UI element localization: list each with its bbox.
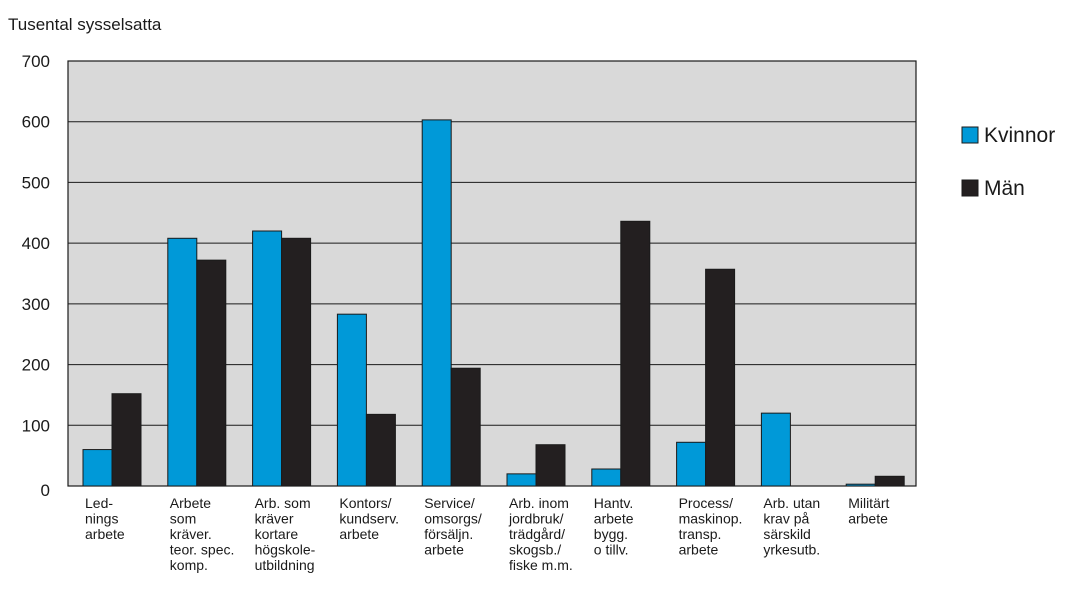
category-label-line: o tillv. bbox=[594, 542, 629, 558]
y-tick-label: 200 bbox=[22, 356, 50, 375]
y-tick-label: 100 bbox=[22, 416, 50, 435]
category-label-line: försäljn. bbox=[424, 526, 473, 542]
bar-man-3 bbox=[281, 237, 312, 487]
category-label-line: fiske m.m. bbox=[509, 557, 573, 573]
y-tick-label: 0 bbox=[41, 481, 50, 500]
category-label-line: Hantv. bbox=[594, 495, 633, 511]
bar-man-10 bbox=[874, 475, 905, 487]
bars bbox=[82, 119, 905, 487]
bar-kvinnor-5 bbox=[421, 119, 452, 487]
category-label-line: komp. bbox=[170, 557, 208, 573]
category-label-line: Led- bbox=[85, 495, 113, 511]
category-label-line: Service/ bbox=[424, 495, 475, 511]
bar-man-1 bbox=[111, 393, 142, 487]
y-tick-label: 700 bbox=[22, 52, 50, 71]
category-label-line: trädgård/ bbox=[509, 526, 565, 542]
category-label-line: Arb. inom bbox=[509, 495, 569, 511]
category-label: Militärt arbete bbox=[848, 495, 889, 527]
category-label: Led-nings arbete bbox=[85, 495, 125, 542]
category-label-line: yrkesutb. bbox=[763, 542, 820, 558]
legend-label: Kvinnor bbox=[984, 124, 1055, 147]
category-label-line: Arbete bbox=[170, 495, 211, 511]
category-label: Arb. som kräver kortare högskole-utbildning bbox=[255, 495, 316, 573]
bar-man-8 bbox=[705, 268, 736, 487]
category-label: Arbete som kräver. teor. spec. komp. bbox=[170, 495, 235, 573]
y-axis-ticks: 0 100 200 300 400 500 600 700 bbox=[22, 52, 50, 500]
category-label-line: kundserv. bbox=[339, 511, 399, 527]
y-axis-label: Tusental sysselsatta bbox=[8, 15, 162, 34]
bar-kvinnor-4 bbox=[336, 313, 367, 487]
category-label: Hantv. arbete bygg. o tillv. bbox=[594, 495, 634, 558]
bar-kvinnor-3 bbox=[252, 230, 283, 487]
category-label-line: kräver. bbox=[170, 526, 212, 542]
category-label-line: omsorgs/ bbox=[424, 511, 482, 527]
y-tick-label: 600 bbox=[22, 113, 50, 132]
legend-swatch bbox=[961, 126, 979, 144]
category-label: Process/maskinop. transp. arbete bbox=[679, 495, 743, 558]
legend-label: Män bbox=[984, 177, 1025, 200]
category-label-line: transp. bbox=[679, 526, 722, 542]
category-label-line: särskild bbox=[763, 526, 810, 542]
bar-kvinnor-10 bbox=[845, 483, 876, 487]
bar-kvinnor-1 bbox=[82, 449, 113, 487]
category-label-line: maskinop. bbox=[679, 511, 743, 527]
category-label-line: kräver bbox=[255, 511, 294, 527]
bar-man-6 bbox=[535, 444, 566, 487]
category-label-line: högskole- bbox=[255, 542, 316, 558]
bar-kvinnor-8 bbox=[676, 441, 707, 487]
category-label-line: bygg. bbox=[594, 526, 628, 542]
category-label: Service/omsorgs/försäljn. arbete bbox=[424, 495, 482, 558]
category-label-line: kortare bbox=[255, 526, 299, 542]
category-label-line: arbete bbox=[679, 542, 719, 558]
category-label-line: Process/ bbox=[679, 495, 734, 511]
category-label: Arb. utan krav på särskild yrkesutb. bbox=[763, 495, 820, 558]
category-label-line: jordbruk/ bbox=[508, 511, 564, 527]
category-label-line: arbete bbox=[339, 526, 379, 542]
category-label-line: Arb. som bbox=[255, 495, 311, 511]
bar-kvinnor-7 bbox=[591, 468, 622, 487]
bar-man-2 bbox=[196, 259, 227, 487]
bar-man-4 bbox=[365, 413, 396, 487]
category-label-line: nings bbox=[85, 511, 118, 527]
category-label: Kontors/kundserv. arbete bbox=[339, 495, 399, 542]
y-tick-label: 400 bbox=[22, 234, 50, 253]
bar-kvinnor-9 bbox=[760, 412, 791, 487]
category-label: Arb. inom jordbruk/trädgård/skogsb./fiske… bbox=[508, 495, 573, 573]
category-label-line: krav på bbox=[763, 511, 809, 527]
category-label-line: Kontors/ bbox=[339, 495, 391, 511]
legend-swatch bbox=[961, 179, 979, 197]
bar-man-7 bbox=[620, 220, 651, 487]
category-label-line: utbildning bbox=[255, 557, 315, 573]
category-label-line: teor. spec. bbox=[170, 542, 235, 558]
category-label-line: arbete bbox=[594, 511, 634, 527]
category-label-line: Arb. utan bbox=[763, 495, 820, 511]
category-label-line: arbete bbox=[424, 542, 464, 558]
category-label-line: arbete bbox=[848, 511, 888, 527]
y-tick-label: 500 bbox=[22, 173, 50, 192]
category-label-line: som bbox=[170, 511, 196, 527]
legend: Kvinnor Män bbox=[961, 124, 1055, 200]
category-label-line: skogsb./ bbox=[509, 542, 561, 558]
category-label-line: Militärt bbox=[848, 495, 889, 511]
bar-kvinnor-2 bbox=[167, 237, 198, 487]
bar-man-5 bbox=[450, 367, 481, 487]
y-tick-label: 300 bbox=[22, 295, 50, 314]
bar-kvinnor-6 bbox=[506, 473, 537, 487]
category-label-line: arbete bbox=[85, 526, 125, 542]
